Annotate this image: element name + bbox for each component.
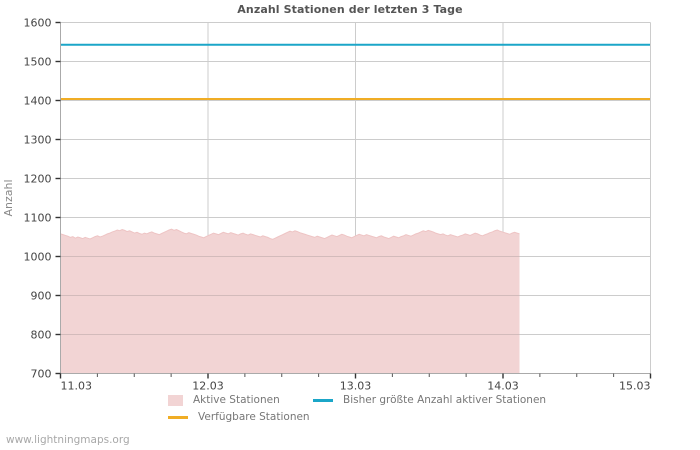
y-tick-label: 1300 bbox=[24, 134, 52, 147]
chart-title: Anzahl Stationen der letzten 3 Tage bbox=[237, 3, 463, 16]
y-tick-label: 1100 bbox=[24, 212, 52, 225]
legend-swatch-max-line bbox=[313, 398, 333, 402]
footer-url: www.lightningmaps.org bbox=[6, 434, 130, 446]
x-tick-label: 14.03 bbox=[487, 380, 519, 393]
legend-label-aktive-stationen: Aktive Stationen bbox=[193, 394, 280, 406]
y-tick-label: 1400 bbox=[24, 95, 52, 108]
legend-item-verfuegbare-stationen[interactable]: Verfügbare Stationen bbox=[168, 409, 310, 425]
legend-row-2: Verfügbare Stationen bbox=[0, 409, 700, 425]
chart-plot: 700 800 900 1000 1100 1200 1300 1400 1500 1600 Anz… bbox=[2, 17, 652, 393]
legend-item-bisher-groesste[interactable]: Bisher größte Anzahl aktiver Stationen bbox=[313, 392, 546, 408]
legend-row-1: Aktive Stationen Bisher größte Anzahl ak… bbox=[0, 392, 700, 408]
y-axis-title: Anzahl bbox=[2, 179, 15, 216]
y-tick-label: 700 bbox=[31, 368, 52, 381]
series-area-outline bbox=[60, 228, 520, 240]
x-tick-label: 15.03 bbox=[619, 380, 651, 393]
series-area-aktive-stationen bbox=[60, 229, 520, 374]
x-tick-label: 11.03 bbox=[61, 380, 93, 393]
y-tick-label: 1600 bbox=[24, 17, 52, 30]
x-tick-label: 12.03 bbox=[192, 380, 224, 393]
legend-label-verfuegbare-stationen: Verfügbare Stationen bbox=[198, 411, 310, 423]
x-tick-label: 13.03 bbox=[340, 380, 372, 393]
y-tick-label: 800 bbox=[31, 329, 52, 342]
y-tick-label: 1200 bbox=[24, 173, 52, 186]
y-tick-label: 1500 bbox=[24, 56, 52, 69]
legend-label-bisher-groesste: Bisher größte Anzahl aktiver Stationen bbox=[343, 394, 547, 406]
chart-legend: Aktive Stationen Bisher größte Anzahl ak… bbox=[0, 392, 700, 432]
y-tick-label: 900 bbox=[31, 290, 52, 303]
y-tick-label: 1000 bbox=[24, 251, 52, 264]
legend-swatch-available-line bbox=[168, 415, 188, 419]
legend-swatch-area bbox=[168, 394, 183, 406]
legend-item-aktive-stationen[interactable]: Aktive Stationen bbox=[168, 392, 280, 408]
